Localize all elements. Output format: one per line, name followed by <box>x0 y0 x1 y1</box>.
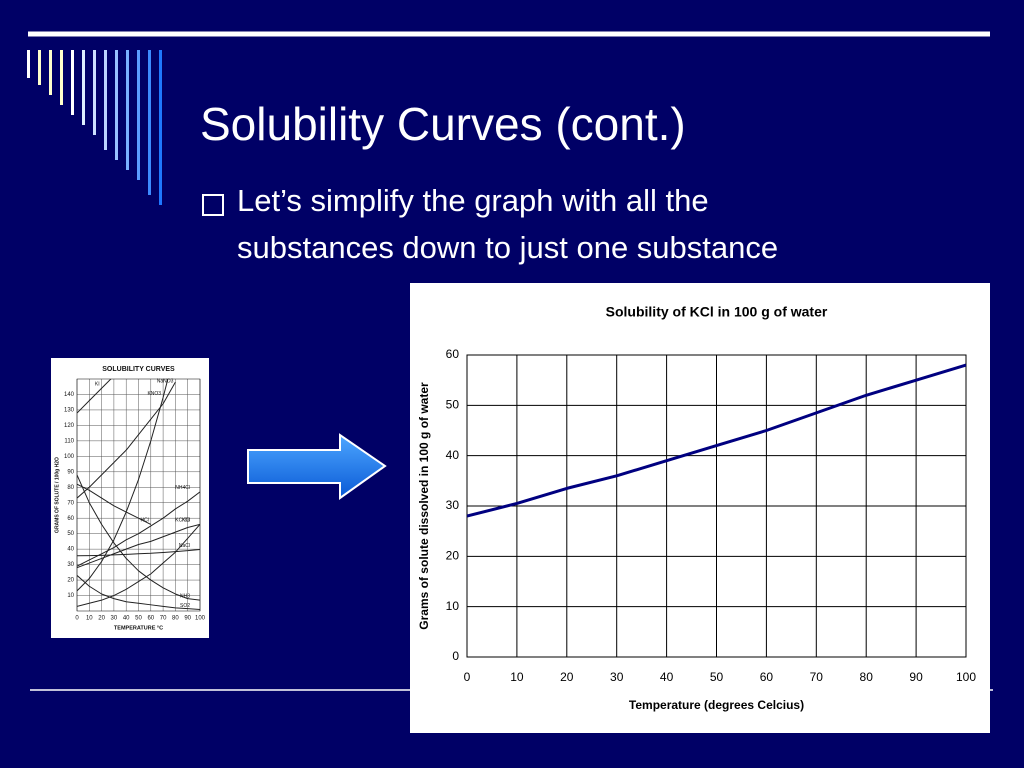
series-label: KClO3 <box>175 518 190 524</box>
bullet-line: substances down to just one substance <box>237 230 778 265</box>
y-tick-label: 50 <box>446 398 460 412</box>
x-tick-label: 90 <box>909 670 923 684</box>
series-line <box>77 483 152 525</box>
series-label: NH4Cl <box>175 485 190 491</box>
series-label: KNO3 <box>147 391 161 397</box>
x-tick-label: 90 <box>184 616 191 622</box>
slide-title: Solubility Curves (cont.) <box>200 98 686 150</box>
y-tick-label: 140 <box>64 392 75 398</box>
series-label: NH3 <box>180 594 190 600</box>
arrow <box>247 433 387 500</box>
series-label: HCl <box>140 518 148 524</box>
series-label: SO2 <box>180 603 190 609</box>
x-tick-label: 80 <box>860 670 874 684</box>
x-tick-label: 40 <box>123 616 130 622</box>
y-tick-label: 20 <box>446 549 460 563</box>
y-tick-label: 110 <box>64 438 74 444</box>
chart-title: Solubility of KCl in 100 g of water <box>606 304 828 320</box>
x-tick-label: 60 <box>760 670 774 684</box>
series-line <box>467 363 966 518</box>
series-label: NaNO3 <box>157 378 174 384</box>
y-tick-label: 60 <box>446 347 460 361</box>
plot-border <box>466 354 967 658</box>
series-label: KCl <box>182 518 190 524</box>
y-tick-label: 40 <box>67 547 74 553</box>
x-tick-label: 0 <box>464 670 471 684</box>
y-tick-label: 30 <box>446 498 460 512</box>
y-tick-label: 50 <box>67 531 74 537</box>
plot-area <box>77 379 200 610</box>
y-axis-label: Grams of solute dissolved in 100 g of wa… <box>417 382 431 630</box>
y-tick-label: 60 <box>67 516 74 522</box>
x-axis-label: Temperature (degrees Celcius) <box>629 698 804 712</box>
plot-area <box>467 363 966 518</box>
series-line <box>77 524 200 607</box>
series-line <box>77 474 200 601</box>
x-tick-label: 70 <box>160 616 167 622</box>
y-tick-label: 10 <box>446 599 460 613</box>
x-tick-label: 100 <box>195 616 206 622</box>
y-tick-label: 90 <box>67 469 74 475</box>
x-tick-label: 0 <box>75 616 79 622</box>
chart-title: SOLUBILITY CURVES <box>102 366 175 373</box>
series-line <box>77 379 112 414</box>
x-tick-label: 10 <box>86 616 93 622</box>
y-tick-label: 0 <box>452 649 459 663</box>
y-tick-label: 30 <box>67 562 74 568</box>
series-line <box>77 523 200 569</box>
y-tick-label: 100 <box>64 454 75 460</box>
series-line <box>77 381 176 499</box>
x-tick-label: 100 <box>956 670 976 684</box>
x-tick-label: 50 <box>135 616 142 622</box>
x-tick-label: 80 <box>172 616 179 622</box>
y-tick-label: 80 <box>67 485 74 491</box>
x-tick-label: 50 <box>710 670 724 684</box>
x-tick-label: 40 <box>660 670 674 684</box>
series-label: NaCl <box>179 543 190 549</box>
y-axis-label: GRAMS OF SOLUTE / 100g H2O <box>54 457 60 533</box>
plot-border <box>76 378 201 612</box>
x-tick-label: 20 <box>98 616 105 622</box>
x-tick-label: 30 <box>610 670 624 684</box>
y-tick-label: 40 <box>446 448 460 462</box>
x-axis-label: TEMPERATURE °C <box>114 625 163 631</box>
x-tick-label: 10 <box>510 670 524 684</box>
bullet-marker <box>202 194 224 216</box>
y-tick-label: 120 <box>64 423 75 429</box>
chart-frame <box>410 283 990 733</box>
x-tick-label: 30 <box>111 616 118 622</box>
x-tick-label: 60 <box>147 616 154 622</box>
decor-bars <box>27 50 162 205</box>
y-tick-label: 10 <box>67 593 74 599</box>
bullet-line: Let’s simplify the graph with all the <box>237 183 709 218</box>
series-line <box>77 575 200 610</box>
y-tick-label: 70 <box>67 500 74 506</box>
y-tick-label: 130 <box>64 408 75 414</box>
y-tick-label: 20 <box>67 578 74 584</box>
series-label: KI <box>95 382 100 388</box>
series-line <box>77 548 200 557</box>
x-tick-label: 20 <box>560 670 574 684</box>
x-tick-label: 70 <box>810 670 824 684</box>
